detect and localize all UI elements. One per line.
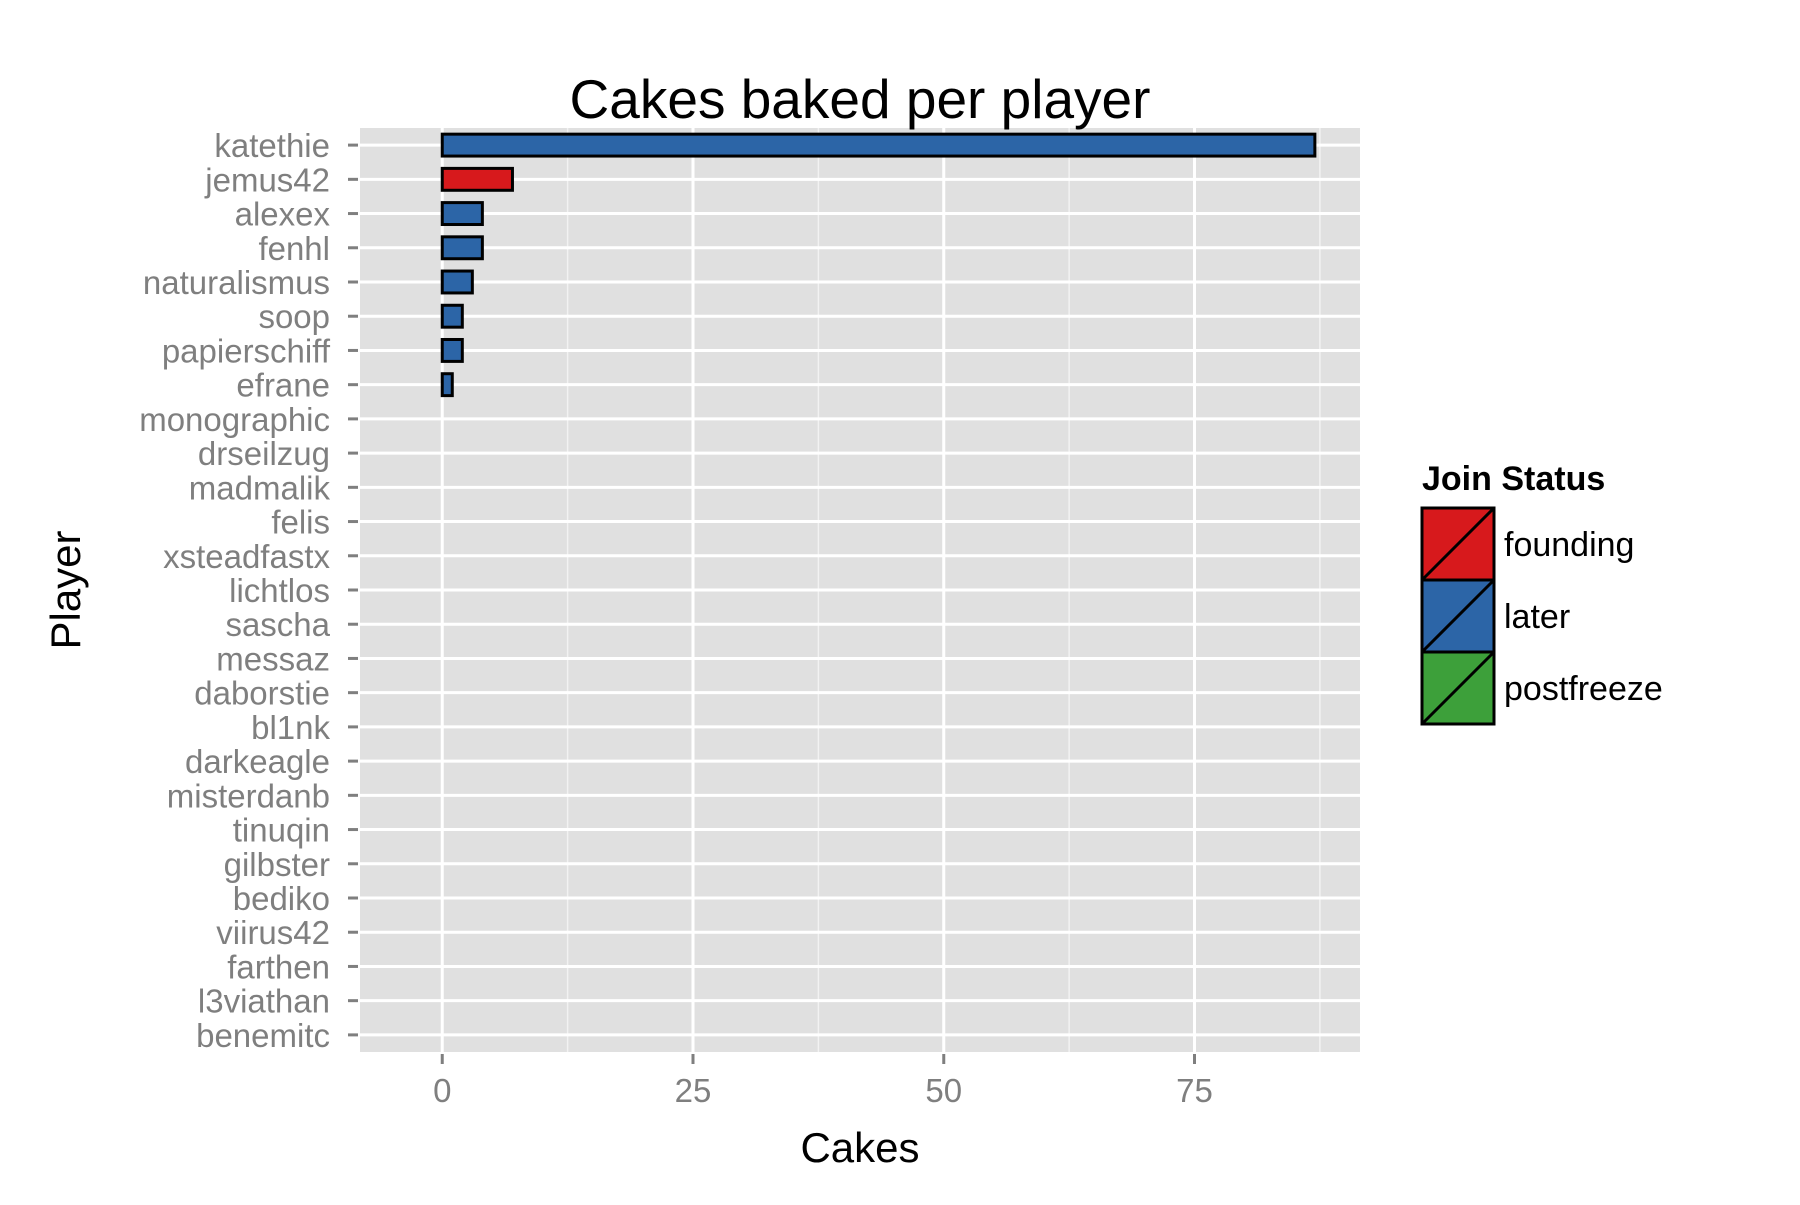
y-tick-label: naturalismus [143, 264, 330, 301]
legend: Join Status founding later postfreeze [1420, 460, 1663, 726]
legend-title: Join Status [1422, 460, 1605, 498]
y-tick-label: farthen [227, 948, 330, 985]
y-tick-label: efrane [236, 367, 330, 404]
bars [440, 132, 1317, 398]
y-tick-label: drseilzug [198, 435, 330, 472]
x-axis-title: Cakes [800, 1124, 919, 1171]
y-tick-label: gilbster [224, 846, 330, 883]
y-tick-label: madmalik [189, 469, 331, 506]
legend-key-slash [1420, 650, 1496, 726]
legend-label-later: later [1504, 598, 1570, 636]
y-axis-title: Player [42, 530, 89, 649]
y-tick-label: l3viathan [198, 983, 330, 1020]
y-tick-label: fenhl [258, 230, 330, 267]
x-tick-label: 75 [1176, 1072, 1213, 1109]
y-tick-label: soop [258, 298, 330, 335]
y-tick-label: katethie [214, 127, 330, 164]
bar [440, 337, 464, 363]
y-tick-label: viirus42 [216, 914, 330, 951]
legend-key-slash [1420, 578, 1496, 654]
y-tick-label: tinuqin [233, 812, 330, 849]
y-tick-label: xsteadfastx [163, 538, 330, 575]
y-tick-label: jemus42 [204, 161, 330, 198]
y-tick-label: bl1nk [251, 709, 330, 746]
y-tick-label: bediko [233, 880, 330, 917]
bar [440, 303, 464, 329]
y-axis: katethiejemus42alexexfenhlnaturalismusso… [139, 127, 358, 1054]
chart-title: Cakes baked per player [570, 68, 1151, 130]
bar [440, 235, 484, 261]
y-tick-label: messaz [216, 640, 330, 677]
y-tick-label: sascha [225, 606, 330, 643]
legend-key-slash [1420, 506, 1496, 582]
y-tick-label: felis [271, 504, 330, 541]
bar [440, 201, 484, 227]
x-tick-label: 50 [925, 1072, 962, 1109]
x-tick-label: 25 [675, 1072, 712, 1109]
y-tick-label: daborstie [194, 675, 330, 712]
y-tick-label: darkeagle [185, 743, 330, 780]
y-tick-label: alexex [235, 196, 331, 233]
legend-label-postfreeze: postfreeze [1504, 670, 1663, 708]
y-tick-label: benemitc [196, 1017, 330, 1054]
bar [440, 269, 474, 295]
legend-label-founding: founding [1504, 526, 1634, 564]
y-tick-label: misterdanb [167, 777, 330, 814]
bar [440, 372, 454, 398]
x-tick-label: 0 [433, 1072, 451, 1109]
y-tick-label: monographic [139, 401, 330, 438]
y-tick-label: papierschiff [162, 332, 331, 369]
bar [440, 166, 514, 192]
bar [440, 132, 1317, 158]
y-tick-label: lichtlos [229, 572, 330, 609]
x-axis: 0 25 50 75 [433, 1054, 1213, 1109]
